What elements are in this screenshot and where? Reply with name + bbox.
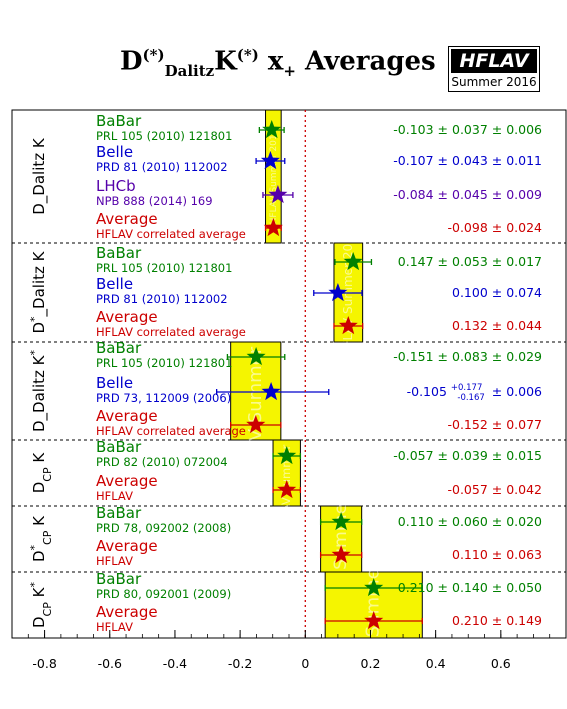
entry-reference: NPB 888 (2014) 169 <box>96 194 213 208</box>
entry-experiment: BaBar <box>96 504 142 522</box>
data-point-star <box>263 218 283 237</box>
data-point-star <box>331 512 351 531</box>
x-tick-label: 0.4 <box>426 656 446 671</box>
entry-reference: HFLAV <box>96 489 133 503</box>
data-point-star <box>246 415 266 434</box>
entry-value: -0.151 ± 0.083 ± 0.029 <box>393 349 542 364</box>
data-point-star <box>268 185 288 204</box>
data-point-star <box>338 316 358 335</box>
group-label: D_Dalitz K <box>30 137 49 215</box>
group-label: D*CP K <box>28 515 54 562</box>
entry-experiment: BaBar <box>96 438 142 456</box>
entry-reference: PRL 105 (2010) 121801 <box>96 261 232 275</box>
group-label: D_Dalitz K* <box>28 350 50 433</box>
entry-experiment: Average <box>96 603 158 621</box>
entry-value: 0.100 ± 0.074 <box>452 285 542 300</box>
entry-value: -0.098 ± 0.024 <box>447 220 542 235</box>
entry-reference: PRD 81 (2010) 112002 <box>96 160 228 174</box>
entry-experiment: Belle <box>96 374 133 392</box>
data-point-star <box>343 252 363 271</box>
entry-value: -0.057 ± 0.039 ± 0.015 <box>393 448 542 463</box>
entry-experiment: LHCb <box>96 177 136 195</box>
entry-experiment: Average <box>96 472 158 490</box>
entry-experiment: BaBar <box>96 112 142 130</box>
data-point-star <box>331 545 351 564</box>
entry-reference: HFLAV correlated average <box>96 227 246 241</box>
entry-value: 0.210 ± 0.149 <box>452 613 542 628</box>
entry-value: -0.084 ± 0.045 ± 0.009 <box>393 187 542 202</box>
entry-reference: HFLAV correlated average <box>96 325 246 339</box>
group-label: DCP K* <box>28 582 54 629</box>
entry-reference: HFLAV correlated average <box>96 424 246 438</box>
data-point-star <box>277 446 297 465</box>
entry-value: -0.152 ± 0.077 <box>447 417 542 432</box>
entry-reference: PRD 82 (2010) 072004 <box>96 455 228 469</box>
x-tick-label: 0.2 <box>361 656 381 671</box>
x-tick-label: -0.6 <box>98 656 122 671</box>
data-point-star <box>260 151 280 170</box>
entry-experiment: Average <box>96 308 158 326</box>
data-point-star <box>261 382 281 401</box>
entry-value: 0.210 ± 0.140 ± 0.050 <box>398 580 542 595</box>
entry-value: -0.105 +0.177 -0.167 ± 0.006 <box>407 383 542 403</box>
entry-reference: HFLAV <box>96 620 133 634</box>
chart-title: D(*)DalitzK(*) x+ Averages <box>120 46 450 96</box>
data-point-star <box>262 120 282 139</box>
data-point-star <box>364 578 384 597</box>
entry-reference: PRD 73, 112009 (2006) <box>96 391 231 405</box>
entry-experiment: Average <box>96 537 158 555</box>
hflav-logo-name: HFLAV <box>451 49 537 73</box>
group-label: D*_Dalitz K <box>28 250 50 333</box>
chart-title-text: D(*)DalitzK(*) x+ Averages <box>120 46 436 80</box>
entry-value: 0.110 ± 0.063 <box>452 547 542 562</box>
data-point-star <box>277 480 297 499</box>
average-band <box>272 439 301 507</box>
entry-value: 0.147 ± 0.053 ± 0.017 <box>398 254 542 269</box>
data-point-star <box>364 611 384 630</box>
band-watermark: HFLAV Summer 2016 <box>269 128 279 224</box>
x-tick-label: -0.8 <box>32 656 56 671</box>
entry-value: 0.110 ± 0.060 ± 0.020 <box>398 514 542 529</box>
data-point-star <box>246 347 266 366</box>
data-point-star <box>328 283 348 302</box>
entry-experiment: Belle <box>96 143 133 161</box>
average-band <box>265 109 282 244</box>
hflav-logo-edition: Summer 2016 <box>451 75 537 89</box>
entry-experiment: Belle <box>96 275 133 293</box>
entry-experiment: BaBar <box>96 244 142 262</box>
band-watermark: HFLAV Summer 2016 <box>363 509 384 700</box>
entry-reference: PRL 105 (2010) 121801 <box>96 356 232 370</box>
band-watermark: HFLAV Summer 2016 <box>245 295 266 486</box>
entry-reference: PRD 80, 092001 (2009) <box>96 587 231 601</box>
entry-experiment: BaBar <box>96 570 142 588</box>
entry-reference: PRD 81 (2010) 112002 <box>96 292 228 306</box>
entry-experiment: Average <box>96 407 158 425</box>
entry-value: -0.103 ± 0.037 ± 0.006 <box>393 122 542 137</box>
entry-value: -0.107 ± 0.043 ± 0.011 <box>393 153 542 168</box>
x-tick-label: 0 <box>301 656 309 671</box>
x-tick-label: -0.4 <box>163 656 187 671</box>
entry-reference: PRL 105 (2010) 121801 <box>96 129 232 143</box>
x-tick-label: 0.6 <box>491 656 511 671</box>
entry-experiment: Average <box>96 210 158 228</box>
entry-value: -0.057 ± 0.042 <box>447 482 542 497</box>
entry-reference: PRD 78, 092002 (2008) <box>96 521 231 535</box>
group-label: DCP K <box>30 452 54 494</box>
entry-value: 0.132 ± 0.044 <box>452 318 542 333</box>
x-tick-label: -0.2 <box>228 656 252 671</box>
entry-experiment: BaBar <box>96 339 142 357</box>
band-watermark: HFLAV Summer 2016 <box>279 412 293 534</box>
entry-reference: HFLAV <box>96 554 133 568</box>
hflav-logo: HFLAV Summer 2016 <box>448 46 540 92</box>
